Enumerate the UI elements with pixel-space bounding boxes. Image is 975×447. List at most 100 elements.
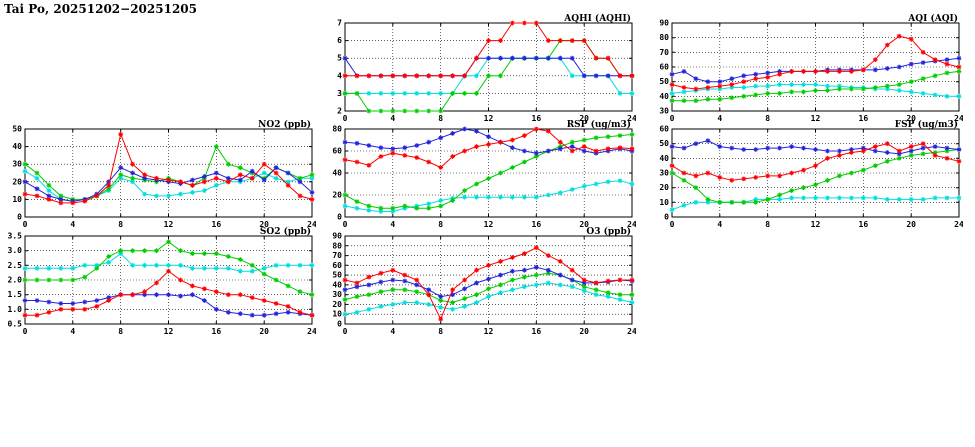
svg-text:50: 50 xyxy=(332,271,342,280)
svg-text:RSP (ug/m3): RSP (ug/m3) xyxy=(567,119,631,130)
svg-text:0: 0 xyxy=(337,213,342,222)
svg-text:16: 16 xyxy=(212,220,222,229)
svg-text:70: 70 xyxy=(659,48,669,57)
svg-text:80: 80 xyxy=(659,33,669,42)
svg-text:30: 30 xyxy=(659,107,669,116)
svg-text:3.0: 3.0 xyxy=(8,246,23,255)
svg-text:20: 20 xyxy=(579,220,589,229)
svg-text:8: 8 xyxy=(118,220,123,229)
svg-text:40: 40 xyxy=(659,92,669,101)
svg-text:FSP (ug/m3): FSP (ug/m3) xyxy=(895,119,958,130)
svg-text:60: 60 xyxy=(659,125,669,134)
svg-text:20: 20 xyxy=(259,327,269,336)
chart-rsp: 0 20 40 60 80 0 4 8 12 16 20 24 RSP (ug/m3) xyxy=(321,119,637,231)
svg-text:SO2 (ppb): SO2 (ppb) xyxy=(260,226,311,237)
svg-text:30: 30 xyxy=(12,160,22,169)
svg-text:20: 20 xyxy=(12,177,22,186)
svg-text:20: 20 xyxy=(259,220,269,229)
svg-text:0: 0 xyxy=(343,220,348,229)
svg-text:24: 24 xyxy=(627,327,636,336)
svg-text:20: 20 xyxy=(332,300,342,309)
svg-text:0: 0 xyxy=(23,327,28,336)
svg-text:12: 12 xyxy=(484,114,494,123)
svg-text:0: 0 xyxy=(664,213,669,222)
svg-text:40: 40 xyxy=(332,280,342,289)
svg-text:60: 60 xyxy=(332,147,342,156)
svg-text:O3 (ppb): O3 (ppb) xyxy=(586,226,631,237)
svg-text:60: 60 xyxy=(659,63,669,72)
svg-text:24: 24 xyxy=(307,220,316,229)
svg-text:24: 24 xyxy=(954,114,963,123)
svg-text:12: 12 xyxy=(484,220,494,229)
svg-text:16: 16 xyxy=(532,327,542,336)
chart-so2: 0.5 1.0 1.5 2.0 2.5 3.0 3.5 0 4 8 12 16 20 24 SO2 (ppb… xyxy=(1,226,317,338)
svg-text:AQI (AQI): AQI (AQI) xyxy=(907,13,958,24)
svg-text:12: 12 xyxy=(484,327,494,336)
svg-text:70: 70 xyxy=(332,251,342,260)
svg-text:20: 20 xyxy=(579,114,589,123)
svg-text:24: 24 xyxy=(307,327,316,336)
svg-text:2.5: 2.5 xyxy=(8,261,23,270)
chart-o3: 0 10 20 30 40 50 60 70 80 90 0 4 8 12 16 20 24 O3 (ppb) xyxy=(321,226,637,338)
svg-text:12: 12 xyxy=(164,327,174,336)
chart-aqhi: 2 3 4 5 6 7 0 4 8 12 16 20 24 AQHI (AQHI) xyxy=(321,13,637,125)
svg-text:8: 8 xyxy=(438,327,443,336)
svg-text:30: 30 xyxy=(659,169,669,178)
svg-text:12: 12 xyxy=(811,220,821,229)
svg-text:16: 16 xyxy=(859,114,869,123)
svg-text:0: 0 xyxy=(670,114,675,123)
svg-text:8: 8 xyxy=(765,220,770,229)
svg-text:0: 0 xyxy=(670,220,675,229)
svg-text:0: 0 xyxy=(337,320,342,329)
svg-text:5: 5 xyxy=(337,54,342,63)
svg-text:0: 0 xyxy=(23,220,28,229)
svg-text:20: 20 xyxy=(579,327,589,336)
svg-text:80: 80 xyxy=(332,125,342,134)
svg-text:NO2 (ppb): NO2 (ppb) xyxy=(258,119,311,130)
svg-text:20: 20 xyxy=(906,220,916,229)
svg-text:1.0: 1.0 xyxy=(8,305,23,314)
svg-text:12: 12 xyxy=(164,220,174,229)
svg-text:3: 3 xyxy=(337,89,342,98)
svg-text:24: 24 xyxy=(627,220,636,229)
svg-text:8: 8 xyxy=(438,114,443,123)
svg-text:20: 20 xyxy=(659,183,669,192)
svg-text:24: 24 xyxy=(627,114,636,123)
svg-text:4: 4 xyxy=(717,220,722,229)
svg-text:50: 50 xyxy=(659,139,669,148)
svg-text:3.5: 3.5 xyxy=(8,232,23,241)
svg-text:20: 20 xyxy=(906,114,916,123)
svg-text:4: 4 xyxy=(70,327,75,336)
svg-text:4: 4 xyxy=(390,114,395,123)
svg-text:0: 0 xyxy=(343,114,348,123)
svg-text:0: 0 xyxy=(343,327,348,336)
svg-text:2.0: 2.0 xyxy=(8,276,23,285)
svg-text:50: 50 xyxy=(659,77,669,86)
svg-text:AQHI (AQHI): AQHI (AQHI) xyxy=(563,13,631,24)
svg-text:8: 8 xyxy=(438,220,443,229)
svg-text:4: 4 xyxy=(70,220,75,229)
svg-text:0.5: 0.5 xyxy=(8,320,23,329)
svg-text:30: 30 xyxy=(332,290,342,299)
svg-text:16: 16 xyxy=(859,220,869,229)
svg-text:40: 40 xyxy=(332,169,342,178)
svg-text:7: 7 xyxy=(337,19,342,28)
svg-text:4: 4 xyxy=(337,71,342,80)
svg-text:8: 8 xyxy=(765,114,770,123)
chart-aqi: 30 40 50 60 70 80 90 0 4 8 12 16 20 24 AQI (AQI) xyxy=(648,13,964,125)
page-title: Tai Po, 20251202−20251205 xyxy=(4,2,198,16)
svg-text:90: 90 xyxy=(332,232,342,241)
svg-text:40: 40 xyxy=(659,154,669,163)
svg-text:4: 4 xyxy=(390,220,395,229)
svg-text:16: 16 xyxy=(212,327,222,336)
svg-text:60: 60 xyxy=(332,261,342,270)
svg-text:10: 10 xyxy=(659,198,669,207)
svg-text:40: 40 xyxy=(12,142,22,151)
svg-text:4: 4 xyxy=(717,114,722,123)
svg-text:10: 10 xyxy=(332,310,342,319)
svg-text:8: 8 xyxy=(118,327,123,336)
svg-text:20: 20 xyxy=(332,191,342,200)
svg-text:12: 12 xyxy=(811,114,821,123)
svg-text:90: 90 xyxy=(659,19,669,28)
svg-text:1.5: 1.5 xyxy=(8,290,23,299)
